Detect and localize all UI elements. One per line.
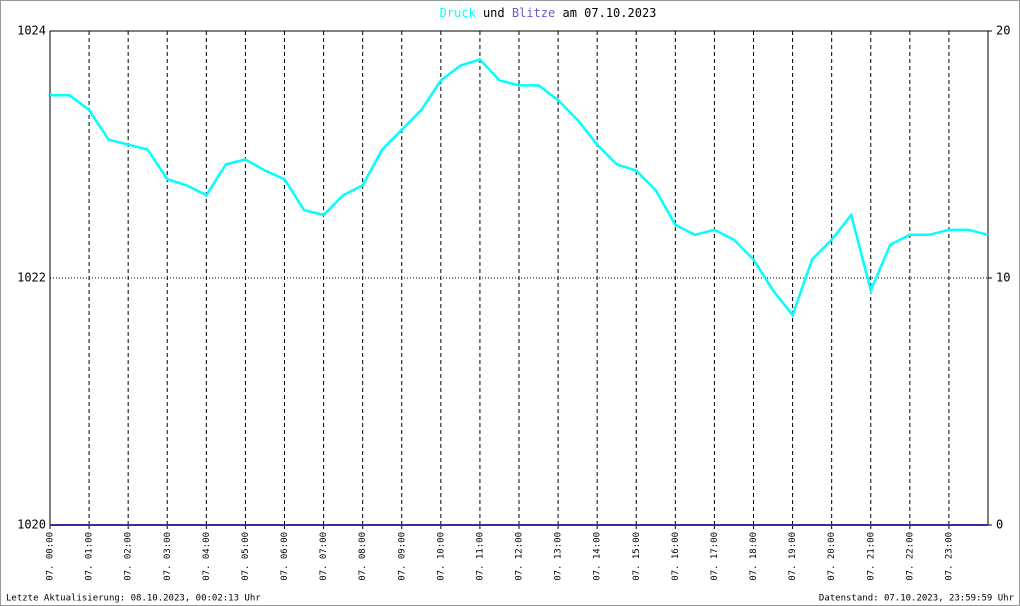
title-part: am 07.10.2023 [562,6,656,20]
x-tick-label: 07. 15:00 [632,532,642,581]
footnote: Letzte Aktualisierung: 08.10.2023, 00:02… [6,594,261,604]
x-tick-label: 07. 21:00 [866,532,876,581]
x-tick-label: 07. 09:00 [397,532,407,581]
x-tick-label: 07. 22:00 [905,532,915,581]
x-tick-label: 07. 20:00 [827,532,837,581]
title-part: Blitze [512,6,555,20]
x-tick-label: 07. 06:00 [280,532,290,581]
footnote: Datenstand: 07.10.2023, 23:59:59 Uhr [819,594,1015,604]
x-tick-label: 07. 23:00 [944,532,954,581]
x-tick-label: 07. 12:00 [515,532,525,581]
x-tick-label: 07. 18:00 [749,532,759,581]
y2-tick-label: 10 [996,271,1010,285]
x-tick-label: 07. 17:00 [710,532,720,581]
x-tick-label: 07. 14:00 [593,532,603,581]
title-part: und [483,6,505,20]
x-tick-label: 07. 04:00 [202,532,212,581]
y-tick-label: 1024 [17,24,46,38]
x-tick-label: 07. 11:00 [475,532,485,581]
x-tick-label: 07. 13:00 [554,532,564,581]
x-tick-label: 07. 02:00 [124,532,134,581]
x-tick-label: 07. 00:00 [46,532,56,581]
y2-tick-label: 20 [996,24,1010,38]
y-tick-label: 1022 [17,271,46,285]
x-tick-label: 07. 07:00 [319,532,329,581]
title-part: Druck [440,6,477,20]
x-tick-label: 07. 19:00 [788,532,798,581]
y2-tick-label: 0 [996,518,1003,532]
x-tick-label: 07. 03:00 [163,532,173,581]
x-tick-label: 07. 10:00 [436,532,446,581]
chart-title: Druck und Blitze am 07.10.2023 [440,6,657,20]
x-tick-label: 07. 05:00 [241,532,251,581]
series-line [50,57,989,318]
x-tick-label: 07. 16:00 [671,532,681,581]
x-tick-label: 07. 01:00 [85,532,95,581]
y-tick-label: 1020 [17,518,46,532]
x-tick-label: 07. 08:00 [358,532,368,581]
